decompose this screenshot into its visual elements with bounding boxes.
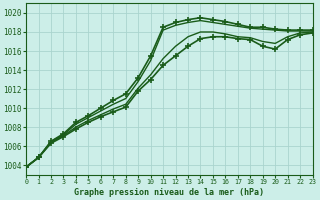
X-axis label: Graphe pression niveau de la mer (hPa): Graphe pression niveau de la mer (hPa) [74,188,264,197]
